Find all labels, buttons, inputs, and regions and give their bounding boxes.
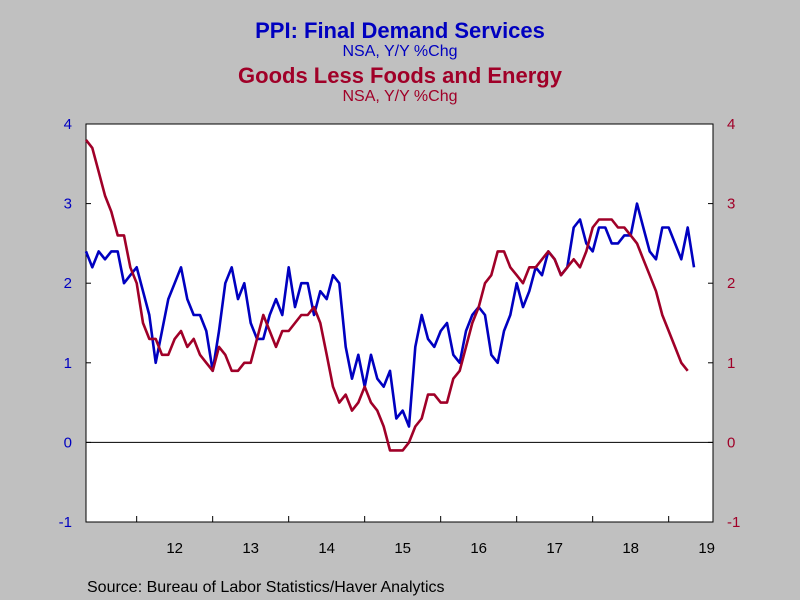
y-tick-label-right: -1 <box>727 514 740 531</box>
x-tick-label: 19 <box>698 540 715 557</box>
x-tick-label: 17 <box>546 540 563 557</box>
series-line-services <box>84 202 696 428</box>
y-tick-label-right: 3 <box>727 196 735 213</box>
chart-title-services: PPI: Final Demand Services <box>255 18 545 43</box>
chart-title-goods: Goods Less Foods and Energy <box>238 63 562 88</box>
y-tick-label-right: 4 <box>727 116 735 133</box>
y-tick-label-right: 2 <box>727 275 735 292</box>
y-tick-label-right: 1 <box>727 355 735 372</box>
source-note: Source: Bureau of Labor Statistics/Haver… <box>87 579 445 596</box>
x-tick-label: 18 <box>622 540 639 557</box>
chart-subtitle-goods: NSA, Y/Y %Chg <box>342 88 458 105</box>
x-tick-label: 16 <box>470 540 487 557</box>
y-tick-label-left: -1 <box>59 514 72 531</box>
series-line-goods <box>84 139 689 452</box>
x-tick-label: 13 <box>242 540 259 557</box>
y-tick-label-left: 2 <box>64 275 72 292</box>
y-tick-label-left: 0 <box>64 434 72 451</box>
x-tick-label: 12 <box>166 540 183 557</box>
y-tick-label-left: 4 <box>64 116 72 133</box>
x-tick-label: 15 <box>394 540 411 557</box>
chart-subtitle-services: NSA, Y/Y %Chg <box>342 43 458 60</box>
y-tick-label-right: 0 <box>727 434 735 451</box>
y-tick-label-left: 3 <box>64 196 72 213</box>
y-tick-label-left: 1 <box>64 355 72 372</box>
plot-area <box>85 123 714 523</box>
x-tick-label: 14 <box>318 540 335 557</box>
